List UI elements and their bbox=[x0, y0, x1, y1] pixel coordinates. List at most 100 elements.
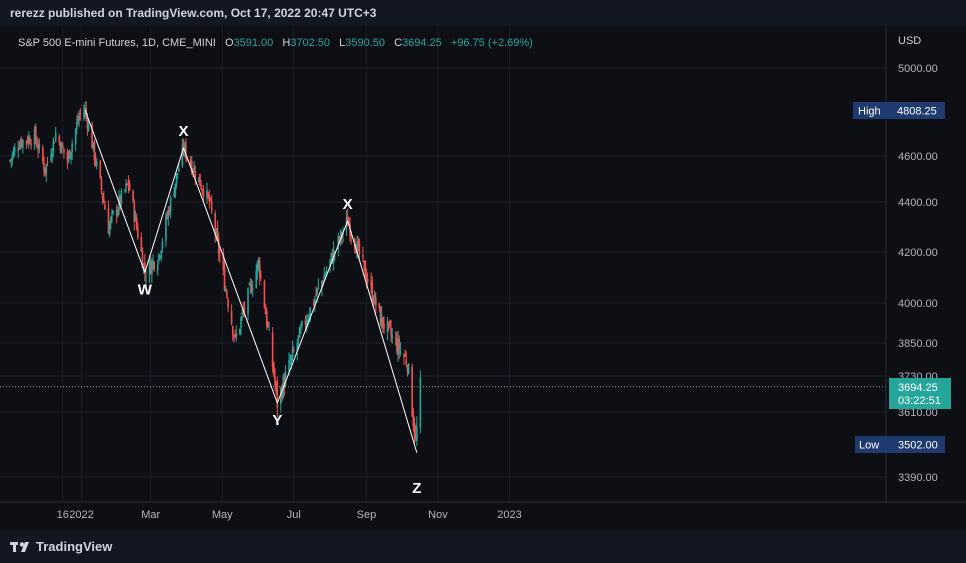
candle-body bbox=[151, 261, 153, 275]
candle-body bbox=[60, 142, 63, 154]
candle-body bbox=[68, 150, 71, 159]
candle-body bbox=[153, 262, 156, 270]
wave-labels: W X Y X Z bbox=[138, 123, 422, 497]
candle-body bbox=[38, 144, 41, 149]
candle-body bbox=[149, 261, 152, 274]
candle-body bbox=[281, 389, 283, 399]
candle-body bbox=[260, 277, 262, 279]
candle-body bbox=[309, 307, 311, 321]
time-tick-label: Sep bbox=[357, 509, 377, 521]
candle-body bbox=[214, 213, 216, 235]
candle-body bbox=[404, 355, 406, 357]
candle-body bbox=[398, 338, 401, 351]
candle-body bbox=[202, 190, 205, 198]
candle-body bbox=[197, 177, 200, 182]
candle-body bbox=[94, 157, 97, 164]
last-price-value: 3694.25 bbox=[898, 382, 938, 394]
candle-body bbox=[158, 254, 160, 261]
candle-body bbox=[91, 124, 93, 149]
candle-body bbox=[223, 267, 226, 291]
candle-body bbox=[333, 251, 336, 253]
candle-body bbox=[124, 189, 126, 191]
candle-body bbox=[216, 227, 219, 240]
low-value: 3590.50 bbox=[345, 37, 385, 49]
candle-body bbox=[380, 314, 383, 328]
candle-body bbox=[364, 261, 367, 278]
candle-body bbox=[284, 371, 287, 387]
wave-segment bbox=[276, 220, 349, 404]
candle-body bbox=[224, 289, 227, 291]
candle-body bbox=[289, 362, 292, 364]
candle-body bbox=[382, 317, 384, 327]
candle-body bbox=[234, 333, 236, 335]
candle-body bbox=[373, 293, 376, 304]
candle-body bbox=[265, 310, 268, 327]
candle-body bbox=[165, 215, 167, 241]
candle-body bbox=[42, 147, 44, 162]
price-chart[interactable]: W X Y X Z 5000.00 4600.00 4400.00 4200.00 4000.0… bbox=[0, 26, 966, 530]
candle-body bbox=[135, 217, 138, 228]
candle-body bbox=[215, 230, 218, 239]
close-label: C bbox=[394, 37, 402, 49]
candle-body bbox=[10, 158, 12, 161]
candle-body bbox=[406, 366, 409, 372]
time-axis[interactable]: 16 2022 Mar May Jul Sep Nov 2023 bbox=[0, 501, 966, 521]
candle-body bbox=[405, 359, 408, 365]
candle-body bbox=[190, 160, 193, 173]
candle-body bbox=[126, 184, 129, 186]
candle-body bbox=[87, 124, 90, 131]
candle-body bbox=[370, 280, 372, 285]
candle-body bbox=[355, 250, 357, 254]
candle-body bbox=[192, 169, 194, 172]
candle-body bbox=[256, 261, 259, 273]
candle-body bbox=[416, 426, 418, 442]
candle-body bbox=[315, 294, 317, 296]
candle-body bbox=[185, 142, 187, 158]
candle-body bbox=[316, 288, 318, 295]
price-tick-label: 3610.00 bbox=[898, 407, 938, 419]
candle-body bbox=[268, 329, 270, 331]
candle-body bbox=[100, 179, 103, 191]
candle-body bbox=[78, 116, 80, 120]
brand-logo[interactable]: TradingView bbox=[10, 539, 112, 554]
candle-body bbox=[290, 355, 293, 362]
candle-body bbox=[411, 366, 413, 417]
candle-body bbox=[357, 242, 360, 244]
chart-panel[interactable]: W X Y X Z 5000.00 4600.00 4400.00 4200.00 4000.0… bbox=[0, 26, 966, 530]
candle-body bbox=[414, 434, 417, 439]
candle-body bbox=[140, 236, 143, 252]
candle-body bbox=[13, 147, 16, 153]
candle-body bbox=[267, 323, 269, 327]
candle-body bbox=[240, 317, 242, 328]
candle-body bbox=[74, 129, 77, 145]
candle-body bbox=[271, 332, 274, 367]
candle-body bbox=[243, 307, 246, 311]
candle-body bbox=[169, 196, 172, 213]
candle-body bbox=[219, 255, 221, 257]
candle-body bbox=[52, 139, 55, 151]
countdown-value: 03:22:51 bbox=[898, 395, 941, 407]
candle-body bbox=[331, 254, 334, 263]
high-marker-label: High bbox=[858, 106, 881, 118]
price-axis[interactable]: 5000.00 4600.00 4400.00 4200.00 4000.00 3850.… bbox=[885, 26, 938, 502]
wave-label: Y bbox=[272, 412, 282, 429]
candle-body bbox=[142, 263, 145, 272]
candle-body bbox=[209, 199, 212, 201]
candle-body bbox=[276, 383, 279, 408]
candle-body bbox=[132, 191, 134, 202]
candle-body bbox=[325, 270, 328, 274]
candle-body bbox=[250, 286, 253, 293]
candle-body bbox=[217, 237, 220, 254]
brand-name: TradingView bbox=[36, 539, 113, 554]
candle-body bbox=[66, 151, 69, 162]
candle-body bbox=[317, 286, 320, 288]
candle-body bbox=[307, 319, 309, 322]
candle-body bbox=[53, 142, 56, 144]
candle-body bbox=[92, 142, 95, 149]
wave-lines bbox=[84, 109, 418, 453]
candle-body bbox=[231, 326, 234, 336]
candle-body bbox=[339, 230, 342, 240]
candle-body bbox=[51, 153, 54, 158]
candle-body bbox=[125, 183, 127, 189]
wave-label: Z bbox=[412, 480, 421, 497]
